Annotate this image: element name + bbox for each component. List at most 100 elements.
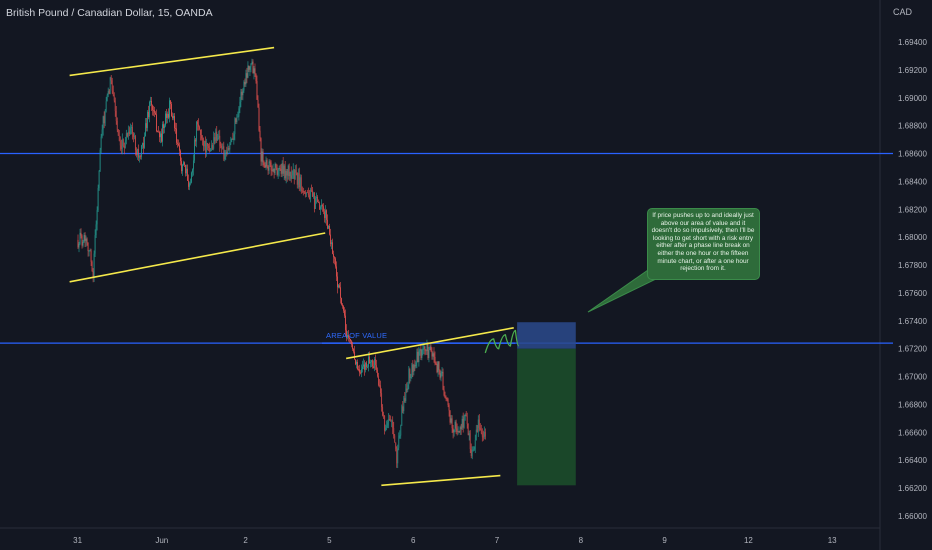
- candle-body: [122, 139, 124, 146]
- y-tick-label: 1.69400: [898, 38, 927, 47]
- candle-body: [271, 170, 273, 172]
- candle-body: [194, 139, 195, 161]
- candle-body: [356, 361, 357, 365]
- candle-body: [155, 112, 156, 115]
- candle-body: [139, 155, 141, 157]
- candle-body: [415, 362, 417, 367]
- candle-body: [78, 243, 80, 248]
- candle-body: [411, 364, 413, 377]
- candle-body: [184, 162, 185, 165]
- candle-body: [409, 369, 411, 378]
- candle-body: [345, 315, 346, 331]
- candle-body: [330, 234, 331, 244]
- candle-body: [430, 346, 432, 352]
- candle-body: [171, 103, 172, 117]
- y-tick-label: 1.67600: [898, 289, 927, 298]
- candle-body: [245, 73, 247, 85]
- candle-body: [107, 91, 109, 96]
- candle-body: [310, 189, 312, 191]
- candle-body: [167, 113, 168, 118]
- y-tick-label: 1.67000: [898, 373, 927, 382]
- candle-body: [336, 266, 337, 277]
- y-tick-label: 1.68800: [898, 122, 927, 131]
- candle-body: [312, 193, 314, 197]
- candle-body: [134, 136, 136, 151]
- candle-body: [247, 65, 249, 78]
- candle-body: [442, 371, 444, 390]
- candle-body: [209, 148, 211, 152]
- candle-body: [111, 80, 113, 91]
- candle-body: [304, 192, 306, 194]
- candle-body: [237, 116, 239, 118]
- candle-body: [307, 192, 309, 196]
- candle-body: [350, 338, 351, 342]
- candle-body: [422, 348, 424, 350]
- candle-body: [130, 127, 132, 129]
- y-tick-label: 1.68000: [898, 233, 927, 242]
- trendline-3: [346, 327, 514, 360]
- candle-body: [211, 145, 213, 151]
- candle-body: [288, 165, 290, 177]
- candle-body: [403, 398, 405, 412]
- candle-body: [480, 429, 482, 434]
- candle-body: [421, 349, 423, 358]
- candle-body: [423, 346, 425, 349]
- y-tick-label: 1.66000: [898, 512, 927, 521]
- candle-body: [144, 136, 145, 148]
- candle-body: [232, 138, 234, 140]
- candle-body: [161, 133, 162, 142]
- candle-body: [374, 358, 376, 369]
- candle-body: [100, 136, 102, 150]
- candle-body: [103, 116, 105, 124]
- y-tick-label: 1.66200: [898, 484, 927, 493]
- candle-body: [360, 372, 361, 374]
- candle-body: [199, 126, 201, 130]
- candle-body: [207, 143, 209, 146]
- candle-body: [329, 226, 330, 235]
- candle-body: [349, 337, 350, 339]
- candle-body: [419, 349, 421, 351]
- candle-body: [410, 376, 412, 378]
- candle-body: [142, 143, 143, 146]
- candle-body: [341, 298, 342, 305]
- candle-body: [188, 180, 189, 187]
- candle-body: [474, 440, 476, 450]
- candle-body: [439, 370, 441, 378]
- candle-body: [270, 162, 272, 171]
- x-tick-label: 9: [662, 536, 667, 545]
- candle-body: [460, 427, 462, 429]
- candle-body: [446, 398, 448, 400]
- candle-body: [385, 427, 387, 431]
- candle-body: [476, 429, 478, 432]
- candle-body: [154, 110, 155, 113]
- candle-body: [99, 149, 101, 171]
- candle-body: [147, 111, 148, 128]
- trendline-2: [69, 232, 326, 283]
- candle-body: [159, 131, 160, 138]
- y-tick-label: 1.68600: [898, 150, 927, 159]
- candle-body: [339, 285, 340, 288]
- candle-body: [433, 353, 435, 357]
- candle-body: [398, 435, 400, 448]
- candle-body: [175, 128, 176, 129]
- candle-body: [197, 121, 199, 125]
- candle-body: [285, 170, 287, 179]
- candle-body: [216, 131, 218, 141]
- callout-box[interactable]: [647, 208, 760, 280]
- candle-body: [131, 127, 133, 134]
- y-tick-label: 1.67200: [898, 345, 927, 354]
- y-tick-label: 1.66600: [898, 428, 927, 437]
- candle-body: [96, 210, 98, 225]
- candle-body: [365, 362, 366, 370]
- candle-body: [181, 161, 182, 172]
- candle-body: [357, 361, 358, 370]
- candle-body: [177, 142, 178, 144]
- candle-body: [376, 365, 378, 370]
- candle-body: [418, 350, 420, 362]
- stop-loss-zone: [517, 322, 576, 349]
- candle-body: [226, 151, 228, 155]
- candle-body: [464, 414, 466, 417]
- callout-text: If price pushes up to and ideally just a…: [651, 212, 755, 273]
